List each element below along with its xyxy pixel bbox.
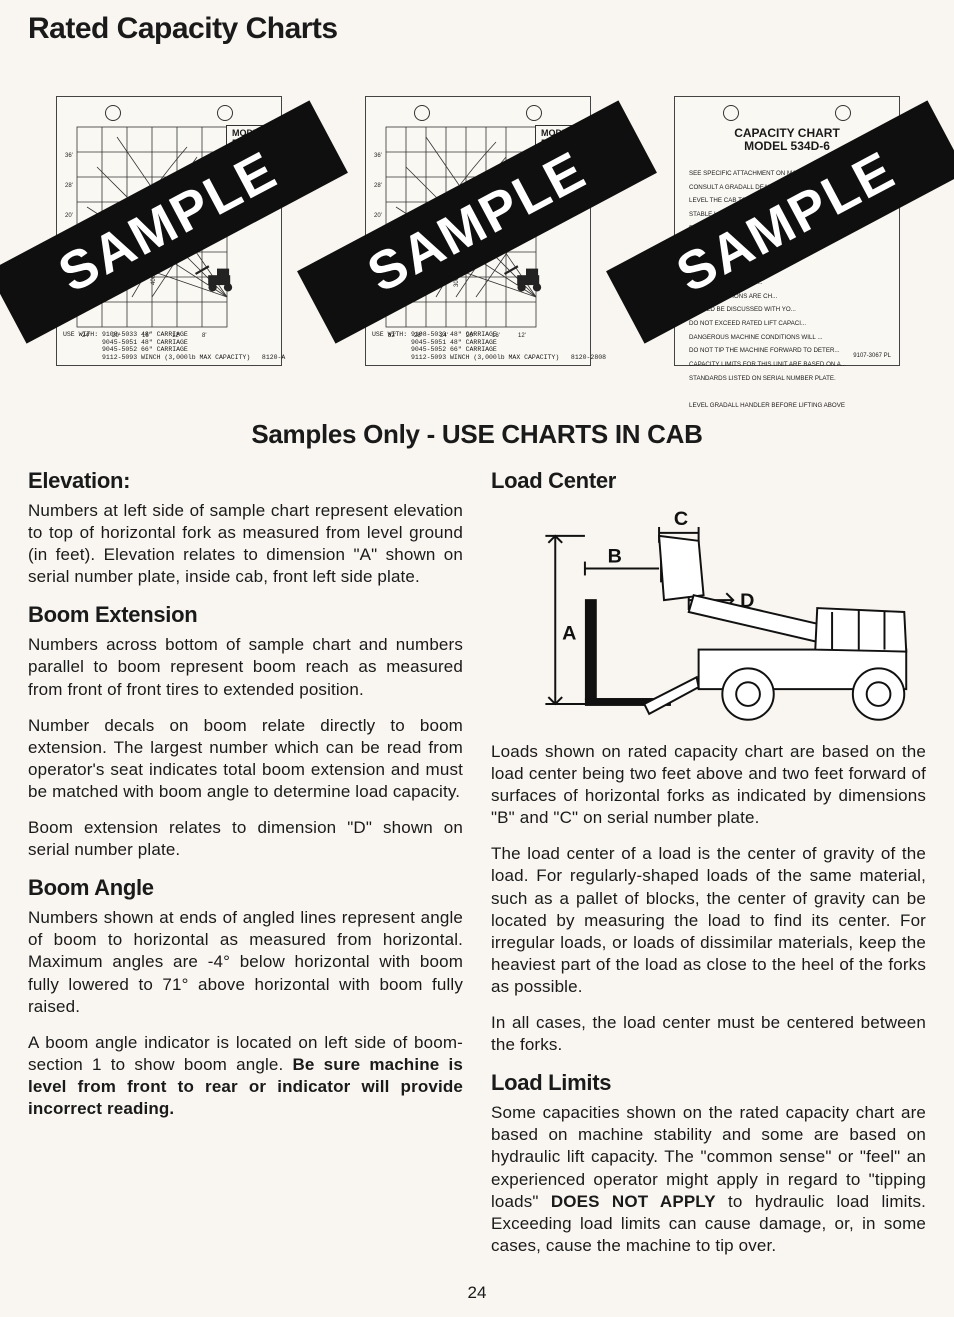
punch-hole-icon — [105, 105, 121, 121]
body-columns: Elevation: Numbers at left side of sampl… — [28, 468, 926, 1271]
sample-chart-1: MODEL 534D-6 534D-6T — [28, 94, 308, 379]
use-with-text: USE WITH: 9108-5033 48" CARRIAGE 9045-50… — [63, 331, 285, 361]
load-center-figure: A B C D — [491, 500, 926, 725]
boom-angle-p1: Numbers shown at ends of angled lines re… — [28, 907, 463, 1017]
boom-angle-heading: Boom Angle — [28, 875, 463, 901]
dim-label-c: C — [674, 508, 688, 530]
punch-hole-icon — [835, 105, 851, 121]
boom-extension-p1: Numbers across bottom of sample chart an… — [28, 634, 463, 700]
elevation-heading: Elevation: — [28, 468, 463, 494]
punch-hole-icon — [217, 105, 233, 121]
use-with-text: USE WITH: 9108-5033 48" CARRIAGE 9045-50… — [372, 331, 606, 361]
svg-text:28': 28' — [65, 183, 73, 189]
svg-text:20': 20' — [65, 213, 73, 219]
load-center-p1: Loads shown on rated capacity chart are … — [491, 741, 926, 829]
punch-hole-icon — [723, 105, 739, 121]
load-limits-heading: Load Limits — [491, 1070, 926, 1096]
card-footer: 9107-3067 PL — [853, 353, 891, 359]
sample-chart-2: MODEL 534D-6 534D-6T — [337, 94, 617, 379]
boom-extension-p3: Boom extension relates to dimension "D" … — [28, 817, 463, 861]
svg-text:20': 20' — [374, 213, 382, 219]
page: Rated Capacity Charts MODEL 534D-6 534D-… — [0, 0, 954, 1317]
dim-label-a: A — [562, 623, 576, 645]
sample-chart-3: CAPACITY CHART MODEL 534D-6 SEE SPECIFIC… — [646, 94, 926, 379]
boom-extension-heading: Boom Extension — [28, 602, 463, 628]
load-limits-p1-bold: DOES NOT APPLY — [551, 1192, 716, 1211]
page-number: 24 — [0, 1283, 954, 1303]
boom-extension-p2: Number decals on boom relate directly to… — [28, 715, 463, 803]
elevation-p1: Numbers at left side of sample chart rep… — [28, 500, 463, 588]
svg-text:28': 28' — [374, 183, 382, 189]
punch-hole-icon — [414, 105, 430, 121]
right-column: Load Center — [491, 468, 926, 1271]
sample-charts-row: MODEL 534D-6 534D-6T — [28, 94, 926, 379]
dim-label-d: D — [740, 590, 754, 612]
dim-label-b: B — [608, 546, 622, 568]
load-center-p2: The load center of a load is the center … — [491, 843, 926, 998]
page-title: Rated Capacity Charts — [28, 12, 926, 46]
boom-angle-p2: A boom angle indicator is located on lef… — [28, 1032, 463, 1120]
left-column: Elevation: Numbers at left side of sampl… — [28, 468, 463, 1271]
svg-text:36': 36' — [65, 153, 73, 159]
load-center-p3: In all cases, the load center must be ce… — [491, 1012, 926, 1056]
load-limits-p1: Some capacities shown on the rated capac… — [491, 1102, 926, 1257]
punch-hole-icon — [526, 105, 542, 121]
svg-text:36': 36' — [374, 153, 382, 159]
samples-only-subheader: Samples Only - USE CHARTS IN CAB — [28, 419, 926, 450]
load-center-heading: Load Center — [491, 468, 926, 494]
